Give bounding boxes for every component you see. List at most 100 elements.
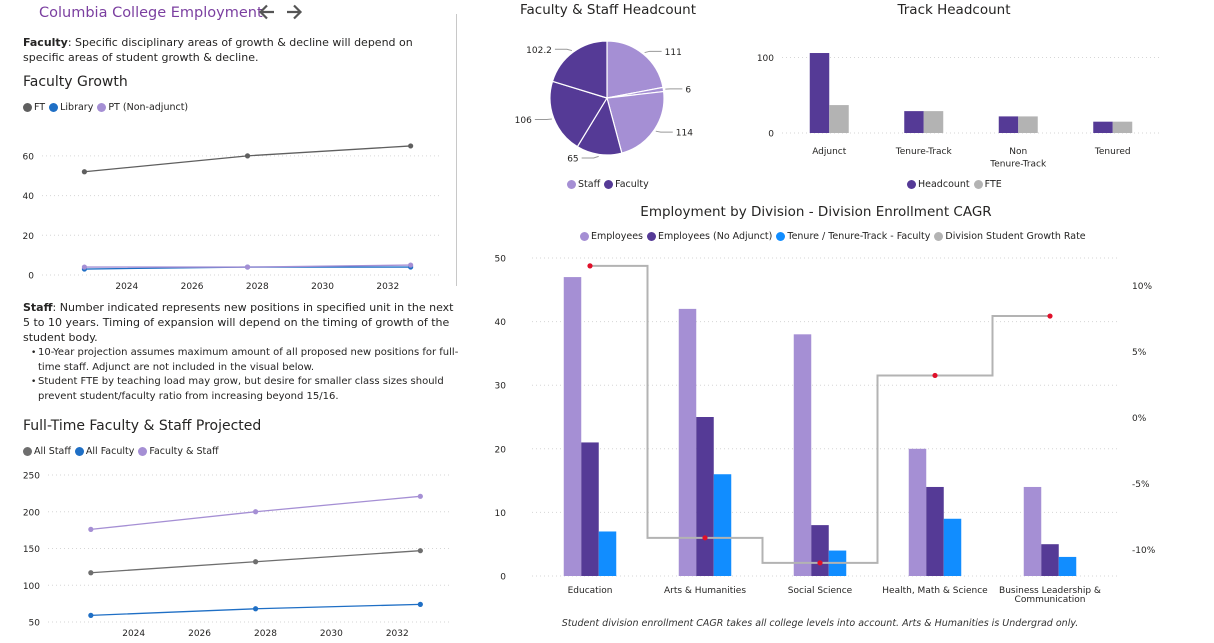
y-tick-label: 20: [23, 232, 35, 242]
bar-tenure-tenure-track-faculty: [713, 474, 732, 576]
growth-rate-point: [702, 535, 708, 541]
back-button[interactable]: [257, 2, 277, 27]
x-tick-label: 2032: [386, 629, 409, 639]
pie-leader-line: [655, 130, 673, 133]
y-tick-label: 60: [23, 152, 35, 162]
division-chart-legend: Employees Employees (No Adjunct) Tenure …: [580, 231, 1086, 242]
faculty-growth-title: Faculty Growth: [23, 74, 128, 90]
x-tick-label: 2024: [115, 282, 138, 292]
y-tick-label: 10: [495, 509, 507, 519]
pie-data-label: 106: [515, 116, 532, 126]
x-tick-label: 2030: [311, 282, 334, 292]
legend-item-headcount[interactable]: Headcount: [907, 179, 970, 190]
data-point-ft: [81, 169, 88, 175]
pie-slice-faculty: [551, 40, 608, 99]
y-tick-label: 250: [23, 472, 40, 482]
legend-dot: [23, 103, 32, 112]
legend-item-library[interactable]: Library: [49, 102, 93, 113]
legend-dot: [776, 232, 786, 241]
legend-item-tenure-faculty[interactable]: Tenure / Tenure-Track - Faculty: [776, 231, 930, 242]
y2-tick-label: 0%: [1132, 414, 1147, 424]
legend-item-employees[interactable]: Employees: [580, 231, 643, 242]
y2-tick-label: -5%: [1132, 480, 1150, 490]
bar-tenure-tenure-track-faculty: [598, 531, 617, 576]
legend-dot: [604, 180, 614, 189]
pie-slice-staff: [606, 90, 665, 154]
data-point-pt-non-adjunct: [244, 264, 251, 270]
growth-rate-point: [932, 372, 938, 379]
data-point-ft: [408, 143, 414, 149]
bar-headcount: [1093, 121, 1113, 133]
legend-item-all-faculty[interactable]: All Faculty: [74, 446, 135, 457]
legend-label: FTE: [984, 179, 1002, 190]
ft-projected-chart: 50 100 150 200 250 2024 2026 2028 2030 2032: [23, 472, 450, 639]
faculty-note-label: Faculty: [23, 36, 68, 49]
legend-item-faculty[interactable]: Faculty: [604, 179, 649, 190]
legend-label: All Faculty: [85, 446, 135, 457]
x-category-label: Social Science: [788, 586, 853, 596]
x-category-label: Health, Math & Science: [882, 586, 988, 596]
arrow-left-icon: [258, 4, 274, 20]
legend-item-growth-rate[interactable]: Division Student Growth Rate: [934, 231, 1086, 242]
bar-headcount: [904, 111, 924, 133]
growth-rate-point: [1047, 313, 1053, 319]
y2-tick-label: 5%: [1132, 348, 1147, 358]
x-category-label: Tenure-Track: [989, 160, 1047, 170]
data-point-faculty-staff: [252, 509, 259, 515]
legend-item-staff[interactable]: Staff: [567, 179, 600, 190]
track-headcount-chart: 0 100 Adjunct Tenure-Track Non Tenure-Track Te…: [757, 53, 1160, 170]
series-line-ft: [84, 145, 411, 173]
legend-dot: [74, 447, 84, 456]
data-point-faculty-staff: [88, 526, 94, 532]
x-category-label: Tenure-Track: [895, 147, 953, 157]
legend-item-faculty-staff[interactable]: Faculty & Staff: [138, 446, 219, 457]
legend-label: FT: [34, 102, 46, 113]
x-tick-label: 2030: [320, 629, 343, 639]
x-tick-label: 2026: [188, 629, 211, 639]
pie-data-label: 111: [665, 48, 682, 58]
forward-button[interactable]: [284, 2, 304, 27]
bar-fte: [1112, 121, 1133, 133]
panel-divider: [456, 14, 457, 286]
arrow-right-icon: [287, 4, 303, 20]
division-chart: 0 10 20 30 40 50 -10% -5% 0% 5% 10% Education Arts &…: [495, 255, 1156, 606]
legend-item-all-staff[interactable]: All Staff: [23, 446, 71, 457]
bar-fte: [1018, 116, 1038, 133]
ft-projected-title: Full-Time Faculty & Staff Projected: [23, 418, 262, 434]
pie-data-label: 114: [676, 129, 693, 139]
legend-dot: [138, 447, 148, 456]
legend-dot: [567, 180, 576, 189]
y-tick-label: 20: [495, 445, 507, 455]
pie-leader-line: [554, 48, 573, 52]
bar-employees-no-adjunct: [696, 417, 714, 576]
x-tick-label: 2028: [246, 282, 269, 292]
legend-item-fte[interactable]: FTE: [973, 179, 1002, 190]
faculty-growth-chart: 0 20 40 60 2024 2026 2028 2030 2032: [23, 143, 440, 292]
x-tick-label: 2026: [181, 282, 204, 292]
legend-item-ft[interactable]: FT: [23, 102, 45, 113]
bullet-item: Student FTE by teaching load may grow, b…: [23, 375, 463, 404]
y-tick-label: 0: [768, 130, 774, 140]
x-category-label: Business Leadership &: [999, 586, 1101, 596]
legend-label: Tenure / Tenure-Track - Faculty: [787, 231, 931, 242]
division-chart-title: Employment by Division - Division Enroll…: [640, 204, 992, 220]
ft-projected-legend: All Staff All Faculty Faculty & Staff: [23, 446, 219, 457]
data-point-all-staff: [417, 548, 423, 554]
headcount-pie-legend: Staff Faculty: [567, 179, 649, 190]
legend-dot: [973, 180, 983, 189]
legend-dot: [934, 232, 944, 241]
footnote: Student division enrollment CAGR takes a…: [561, 618, 1079, 629]
bar-employees: [678, 308, 697, 576]
x-category-label: Education: [568, 586, 613, 596]
bar-employees-no-adjunct: [811, 525, 829, 576]
growth-rate-point: [817, 560, 823, 566]
faculty-note-text: : Specific disciplinary areas of growth …: [23, 36, 413, 64]
legend-item-employees-no-adjunct[interactable]: Employees (No Adjunct): [647, 231, 772, 242]
staff-bullets: 10-Year projection assumes maximum amoun…: [23, 346, 463, 404]
legend-item-pt[interactable]: PT (Non-adjunct): [97, 102, 188, 113]
legend-label: PT (Non-adjunct): [108, 102, 189, 113]
bar-headcount: [809, 53, 830, 133]
x-category-label: Arts & Humanities: [664, 586, 746, 596]
data-point-all-staff: [88, 570, 94, 576]
y-tick-label: 0: [500, 573, 506, 583]
